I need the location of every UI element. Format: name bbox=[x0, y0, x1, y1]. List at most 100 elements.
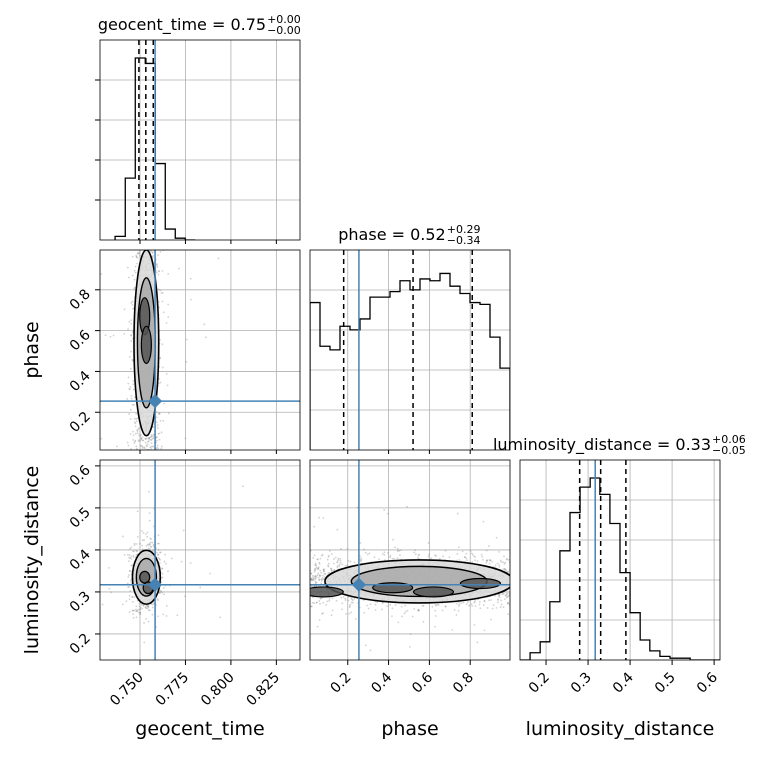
sample-point bbox=[404, 604, 407, 607]
sample-point bbox=[473, 624, 476, 626]
sample-point bbox=[145, 607, 147, 610]
sample-point bbox=[455, 614, 458, 616]
sample-point bbox=[161, 366, 164, 369]
title-median: 0.75 bbox=[230, 15, 266, 34]
sample-point bbox=[134, 440, 136, 443]
y-tick-label: 0.2 bbox=[67, 630, 94, 657]
sample-point bbox=[507, 570, 509, 573]
sample-point bbox=[503, 598, 506, 600]
title-minus-luminosity_distance: −0.05 bbox=[712, 444, 746, 457]
sample-point bbox=[506, 595, 509, 598]
sample-point bbox=[127, 444, 130, 447]
sample-point bbox=[474, 556, 476, 558]
sample-point bbox=[155, 416, 158, 419]
sample-point bbox=[386, 512, 389, 515]
title-equals: = bbox=[387, 225, 411, 244]
sample-point bbox=[133, 442, 136, 444]
sample-point bbox=[132, 388, 135, 391]
sample-point bbox=[327, 562, 330, 565]
sample-point bbox=[458, 603, 461, 606]
sample-point bbox=[341, 563, 344, 566]
sample-point bbox=[391, 607, 394, 610]
sample-point bbox=[434, 615, 437, 617]
sample-point bbox=[438, 558, 441, 560]
sample-point bbox=[100, 273, 103, 275]
title-luminosity_distance: luminosity_distance = 0.33 bbox=[493, 435, 711, 455]
sample-point bbox=[416, 557, 419, 559]
sample-point bbox=[116, 445, 118, 448]
panel-hist-luminosity_distance: luminosity_distance = 0.33 bbox=[493, 435, 721, 661]
sample-point bbox=[322, 601, 325, 604]
sample-point bbox=[399, 554, 401, 557]
sample-point bbox=[147, 544, 150, 547]
sample-point bbox=[367, 607, 370, 610]
sample-point bbox=[130, 555, 133, 558]
sample-point bbox=[134, 271, 137, 274]
sample-point bbox=[158, 412, 161, 415]
sample-point bbox=[131, 595, 134, 598]
sample-point bbox=[138, 434, 141, 437]
sample-point bbox=[152, 445, 155, 448]
y-tick-label: 0.8 bbox=[67, 286, 94, 313]
sample-point bbox=[128, 276, 130, 279]
sample-point bbox=[456, 553, 459, 555]
sample-point bbox=[409, 646, 411, 648]
sample-point bbox=[151, 603, 154, 606]
axes-frame bbox=[309, 249, 511, 451]
sample-point bbox=[453, 609, 456, 611]
sample-point bbox=[159, 289, 162, 292]
sample-point bbox=[319, 602, 321, 605]
sample-point bbox=[327, 554, 330, 557]
sample-point bbox=[457, 609, 460, 612]
sample-point bbox=[504, 594, 507, 597]
sample-point bbox=[310, 572, 313, 575]
sample-point bbox=[369, 603, 372, 606]
sample-point bbox=[133, 550, 136, 553]
sample-point bbox=[364, 551, 367, 554]
sample-point bbox=[134, 265, 137, 268]
sample-point bbox=[138, 542, 141, 545]
sample-point bbox=[161, 300, 164, 303]
sample-point bbox=[129, 433, 132, 435]
sample-point bbox=[128, 586, 131, 588]
sample-point bbox=[422, 620, 425, 623]
sample-point bbox=[471, 604, 474, 607]
sample-point bbox=[322, 568, 325, 571]
sample-point bbox=[128, 554, 131, 557]
sample-point bbox=[121, 603, 124, 606]
sample-point bbox=[139, 608, 142, 611]
sample-point bbox=[389, 603, 392, 606]
x-tick-label: 0.8 bbox=[450, 670, 477, 697]
sample-point bbox=[158, 591, 161, 594]
sample-point bbox=[394, 604, 397, 607]
contour-inner bbox=[412, 586, 455, 598]
x-axis-label-luminosity_distance: luminosity_distance bbox=[526, 718, 715, 740]
y-tick-label: 0.5 bbox=[67, 504, 94, 531]
x-tick-label: 0.6 bbox=[694, 669, 721, 696]
sample-point bbox=[157, 615, 159, 618]
sample-point bbox=[128, 570, 131, 572]
sample-point bbox=[326, 558, 329, 561]
sample-point bbox=[391, 557, 394, 560]
sample-point bbox=[474, 605, 477, 608]
sample-point bbox=[500, 561, 503, 563]
sample-point bbox=[331, 569, 333, 572]
sample-point bbox=[166, 384, 169, 387]
sample-point bbox=[339, 559, 342, 562]
sample-point bbox=[401, 615, 403, 618]
contour-inner bbox=[140, 325, 152, 365]
sample-point bbox=[485, 559, 488, 562]
sample-point bbox=[53, 533, 55, 535]
sample-point bbox=[481, 555, 484, 558]
sample-point bbox=[182, 529, 185, 532]
sample-point bbox=[157, 447, 160, 450]
sample-point bbox=[130, 334, 133, 337]
sample-point bbox=[126, 582, 129, 585]
sample-point bbox=[146, 531, 149, 534]
sample-point bbox=[140, 438, 143, 441]
sample-point bbox=[130, 319, 133, 322]
sample-point bbox=[464, 556, 466, 559]
sample-point bbox=[107, 566, 110, 569]
sample-point bbox=[462, 601, 465, 604]
sample-point bbox=[502, 568, 504, 570]
